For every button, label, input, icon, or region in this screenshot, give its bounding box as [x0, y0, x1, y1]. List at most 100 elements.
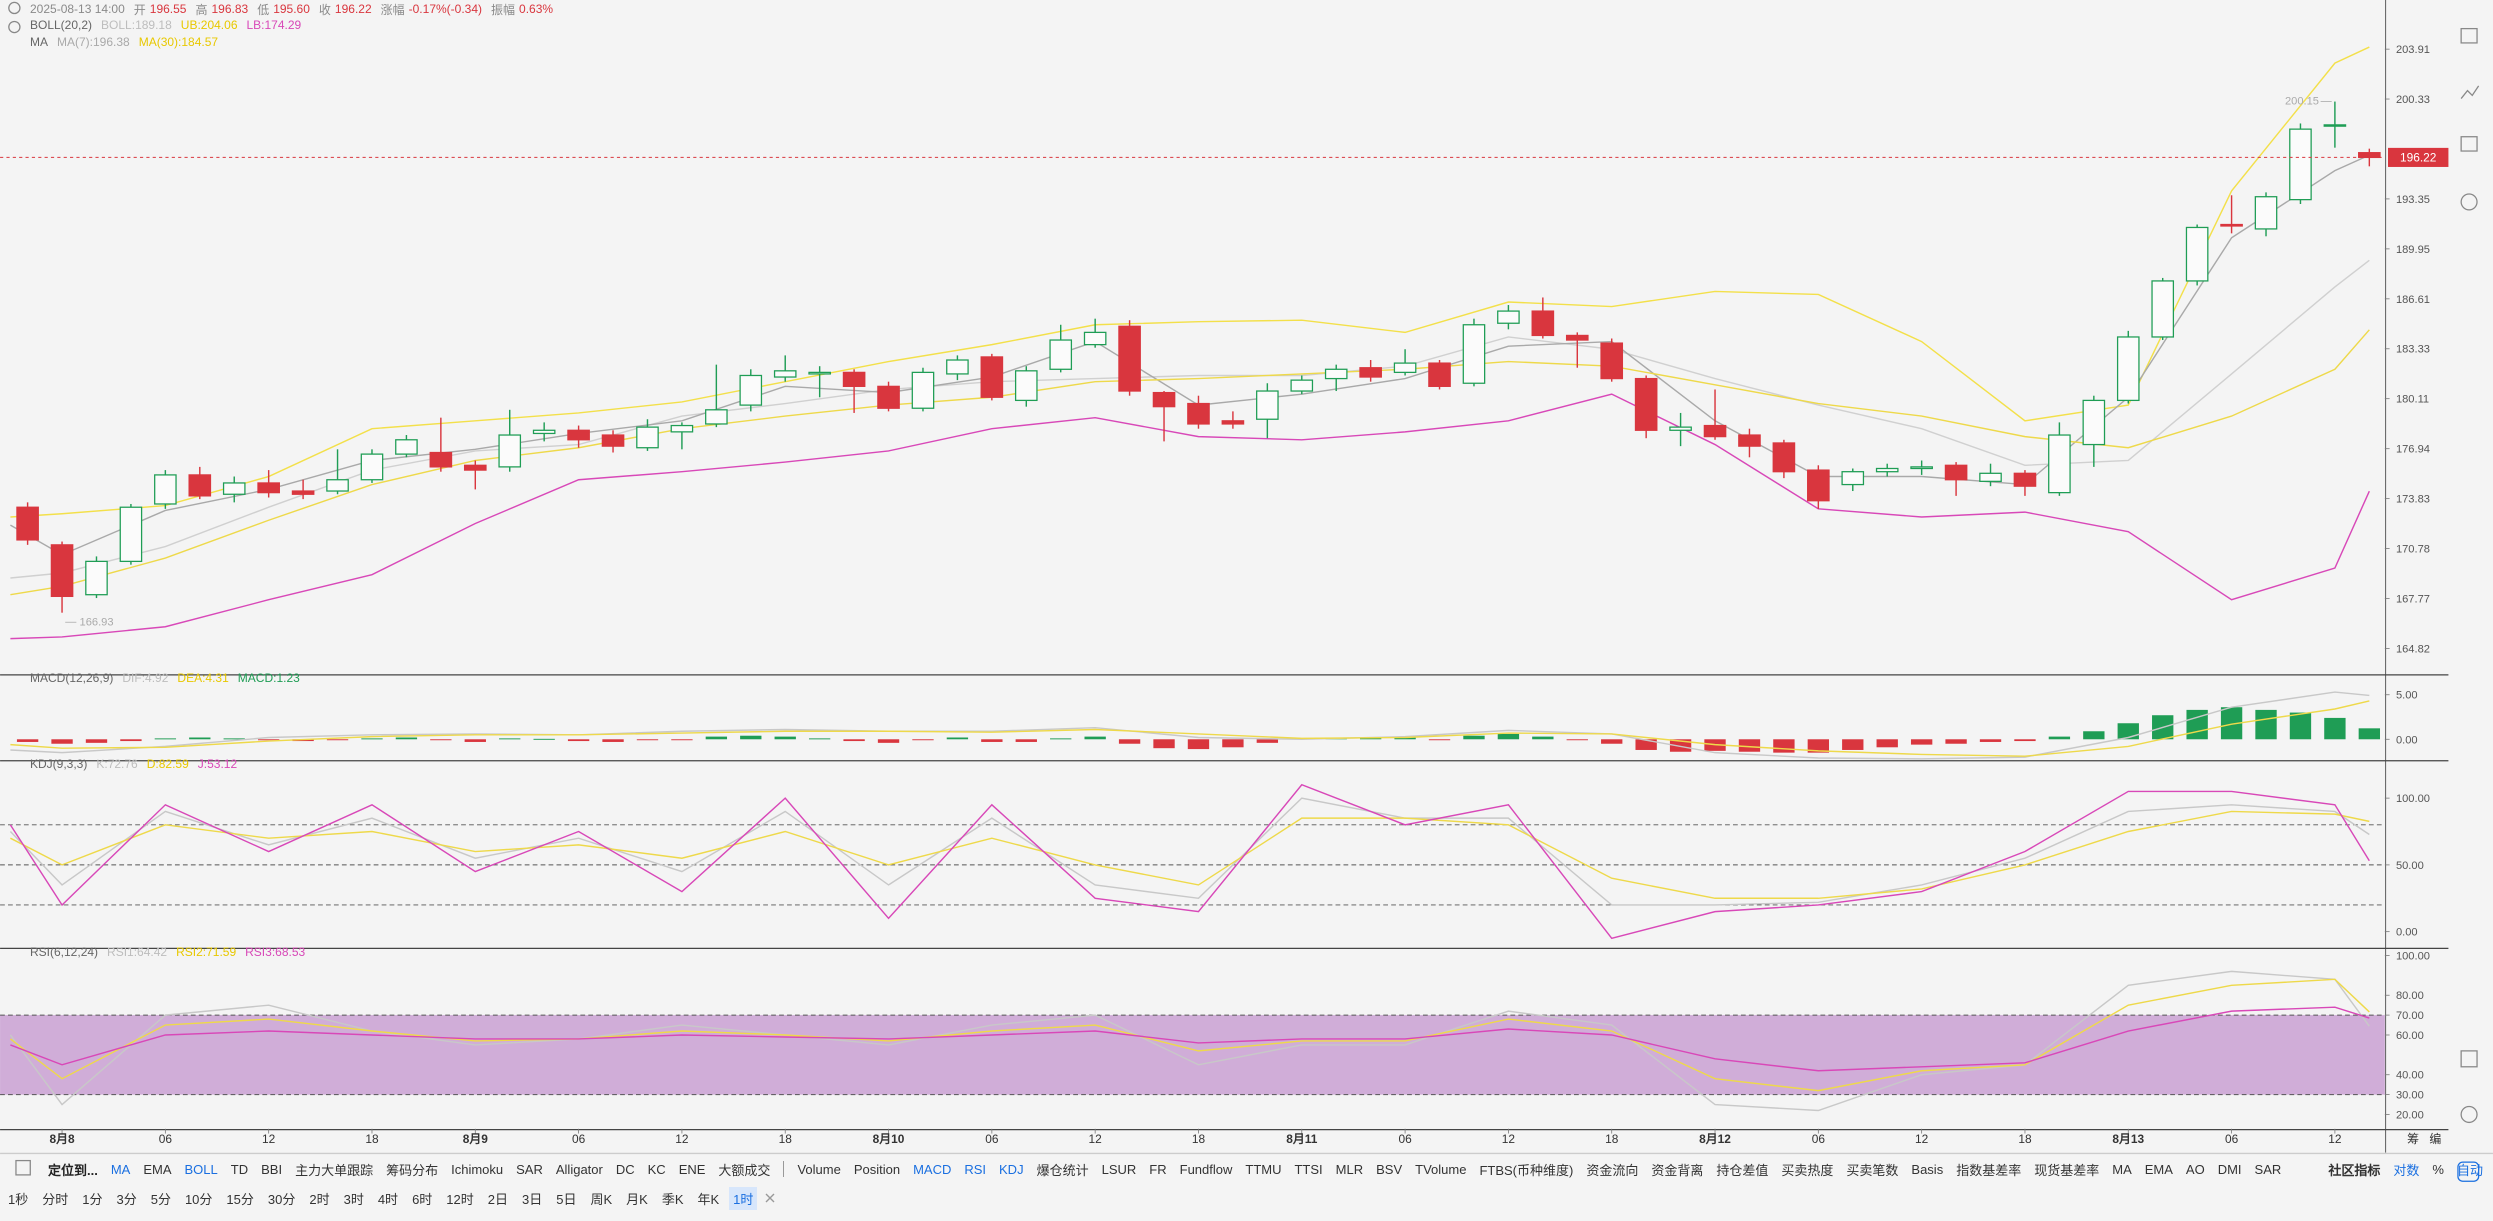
indicator[interactable]: MACD: [913, 1161, 952, 1177]
indicator[interactable]: Basis: [1911, 1161, 1944, 1177]
legend-item: MA: [30, 35, 48, 49]
indicator[interactable]: DMI: [2217, 1161, 2242, 1177]
timeframe[interactable]: 月K: [626, 1191, 648, 1207]
indicator[interactable]: 现货基差率: [2034, 1162, 2100, 1178]
indicator[interactable]: Position: [853, 1161, 901, 1177]
timeframe[interactable]: 2时: [309, 1191, 330, 1207]
timeframe[interactable]: 15分: [226, 1191, 254, 1207]
timeframe[interactable]: 5分: [150, 1191, 171, 1207]
indicator[interactable]: 买卖笔数: [1846, 1162, 1899, 1178]
candle-body: [222, 482, 246, 495]
indicator[interactable]: 买卖热度: [1781, 1162, 1834, 1178]
indicator[interactable]: EMA: [143, 1161, 172, 1177]
locate[interactable]: 定位到...: [48, 1162, 98, 1178]
timeframe[interactable]: 1时: [729, 1186, 758, 1210]
indicator[interactable]: Fundflow: [1179, 1161, 1233, 1177]
indicator[interactable]: KDJ: [999, 1161, 1024, 1177]
indicator[interactable]: ENE: [678, 1161, 706, 1177]
indicator[interactable]: TTMU: [1245, 1161, 1282, 1177]
toolbar-option[interactable]: %: [2432, 1161, 2444, 1177]
icon[interactable]: [8, 20, 21, 34]
indicator[interactable]: FR: [1149, 1161, 1167, 1177]
macd-bar: [1153, 739, 1175, 749]
timeframe[interactable]: 12时: [446, 1191, 474, 1207]
candle-body: [1462, 324, 1486, 384]
indicator[interactable]: Volume: [797, 1161, 841, 1177]
close-icon[interactable]: [763, 1191, 777, 1205]
timeframe[interactable]: 5日: [556, 1191, 577, 1207]
indicator[interactable]: 指数基差率: [1956, 1162, 2022, 1178]
candle-body: [1049, 339, 1073, 370]
indicator[interactable]: TD: [230, 1161, 249, 1177]
timeframe[interactable]: 分时: [42, 1191, 69, 1207]
indicator[interactable]: TVolume: [1415, 1161, 1467, 1177]
timeframe[interactable]: 周K: [590, 1191, 613, 1207]
indicator[interactable]: 资金背离: [1651, 1162, 1704, 1178]
icon[interactable]: [15, 1159, 31, 1176]
macd-bar: [1876, 739, 1898, 748]
indicator[interactable]: MA: [110, 1161, 131, 1177]
indicator[interactable]: MA: [2112, 1161, 2132, 1177]
indicator[interactable]: 大额成交: [718, 1162, 771, 1178]
indicator[interactable]: 持仓差值: [1716, 1162, 1769, 1178]
timeframe[interactable]: 1分: [82, 1191, 103, 1207]
indicator-toolbar: 定位到... MA EMA BOLL TD BBI 主力大单跟踪 筹码分布 Ichimoku SA…: [48, 1156, 2281, 1182]
indicator[interactable]: DC: [615, 1161, 635, 1177]
x-tick-label: 18: [2018, 1132, 2032, 1146]
indicator[interactable]: MLR: [1335, 1161, 1364, 1177]
indicator[interactable]: BSV: [1376, 1161, 1403, 1177]
indicator[interactable]: LSUR: [1101, 1161, 1137, 1177]
y-tick-label: 5.00: [2396, 690, 2418, 702]
indicator[interactable]: 主力大单跟踪: [295, 1162, 374, 1178]
indicator-line: [10, 700, 2370, 757]
candle-body: [1772, 442, 1796, 473]
timeframe[interactable]: 年K: [697, 1191, 720, 1207]
toolbar-option[interactable]: 自动: [2456, 1162, 2483, 1178]
indicator[interactable]: RSI: [964, 1161, 987, 1177]
indicator[interactable]: Alligator: [555, 1161, 603, 1177]
icon[interactable]: [2460, 193, 2478, 211]
legend: MA MA(7):196.38 MA(30):184.57: [30, 35, 218, 49]
timeframe[interactable]: 季K: [661, 1191, 684, 1207]
macd-bar: [430, 739, 452, 741]
macd-bar: [120, 739, 142, 742]
indicator[interactable]: AO: [2185, 1161, 2205, 1177]
timeframe[interactable]: 4时: [377, 1191, 399, 1207]
timeframe[interactable]: 3日: [522, 1191, 543, 1207]
timeframe[interactable]: 3分: [116, 1191, 137, 1207]
indicator[interactable]: EMA: [2144, 1161, 2173, 1177]
icon[interactable]: [2457, 1161, 2480, 1182]
indicator[interactable]: TTSI: [1294, 1161, 1323, 1177]
timeframe[interactable]: 1秒: [8, 1191, 29, 1207]
indicator[interactable]: BBI: [261, 1161, 283, 1177]
icon[interactable]: [2460, 1105, 2478, 1124]
indicator[interactable]: 筹码分布: [386, 1162, 439, 1178]
macd-bar: [946, 737, 969, 740]
icon[interactable]: [2460, 1050, 2478, 1068]
pane: 164.82 167.77 170.78 173.83 176.94 180.11 183.…: [0, 44, 2449, 655]
indicator[interactable]: 资金流向: [1586, 1162, 1639, 1178]
icon[interactable]: [2460, 136, 2478, 152]
timeframe[interactable]: 30分: [267, 1191, 296, 1207]
x-tick-label: 18: [1192, 1132, 1206, 1146]
candle-body: [636, 426, 659, 449]
indicator[interactable]: SAR: [2254, 1161, 2282, 1177]
indicator[interactable]: Ichimoku: [451, 1161, 504, 1177]
indicator[interactable]: KC: [647, 1161, 666, 1177]
timeframe[interactable]: 10分: [184, 1191, 213, 1207]
toolbar-option[interactable]: 对数: [2393, 1162, 2420, 1178]
timeframe[interactable]: 3时: [343, 1191, 364, 1207]
icon[interactable]: [8, 1, 21, 15]
indicator[interactable]: SAR: [516, 1161, 543, 1177]
x-tick-label: 06: [985, 1132, 999, 1146]
legend-item: UB:204.06: [180, 18, 238, 32]
indicator[interactable]: 爆仓统计: [1036, 1162, 1089, 1178]
timeframe[interactable]: 6时: [412, 1191, 433, 1207]
icon[interactable]: [2460, 85, 2480, 99]
timeframe[interactable]: 2日: [487, 1191, 508, 1207]
indicator[interactable]: BOLL: [184, 1161, 218, 1177]
icon[interactable]: [2460, 27, 2478, 44]
macd-bar: [636, 739, 659, 741]
indicator[interactable]: FTBS(币种维度): [1479, 1162, 1574, 1178]
toolbar-option[interactable]: 社区指标: [2328, 1162, 2381, 1178]
